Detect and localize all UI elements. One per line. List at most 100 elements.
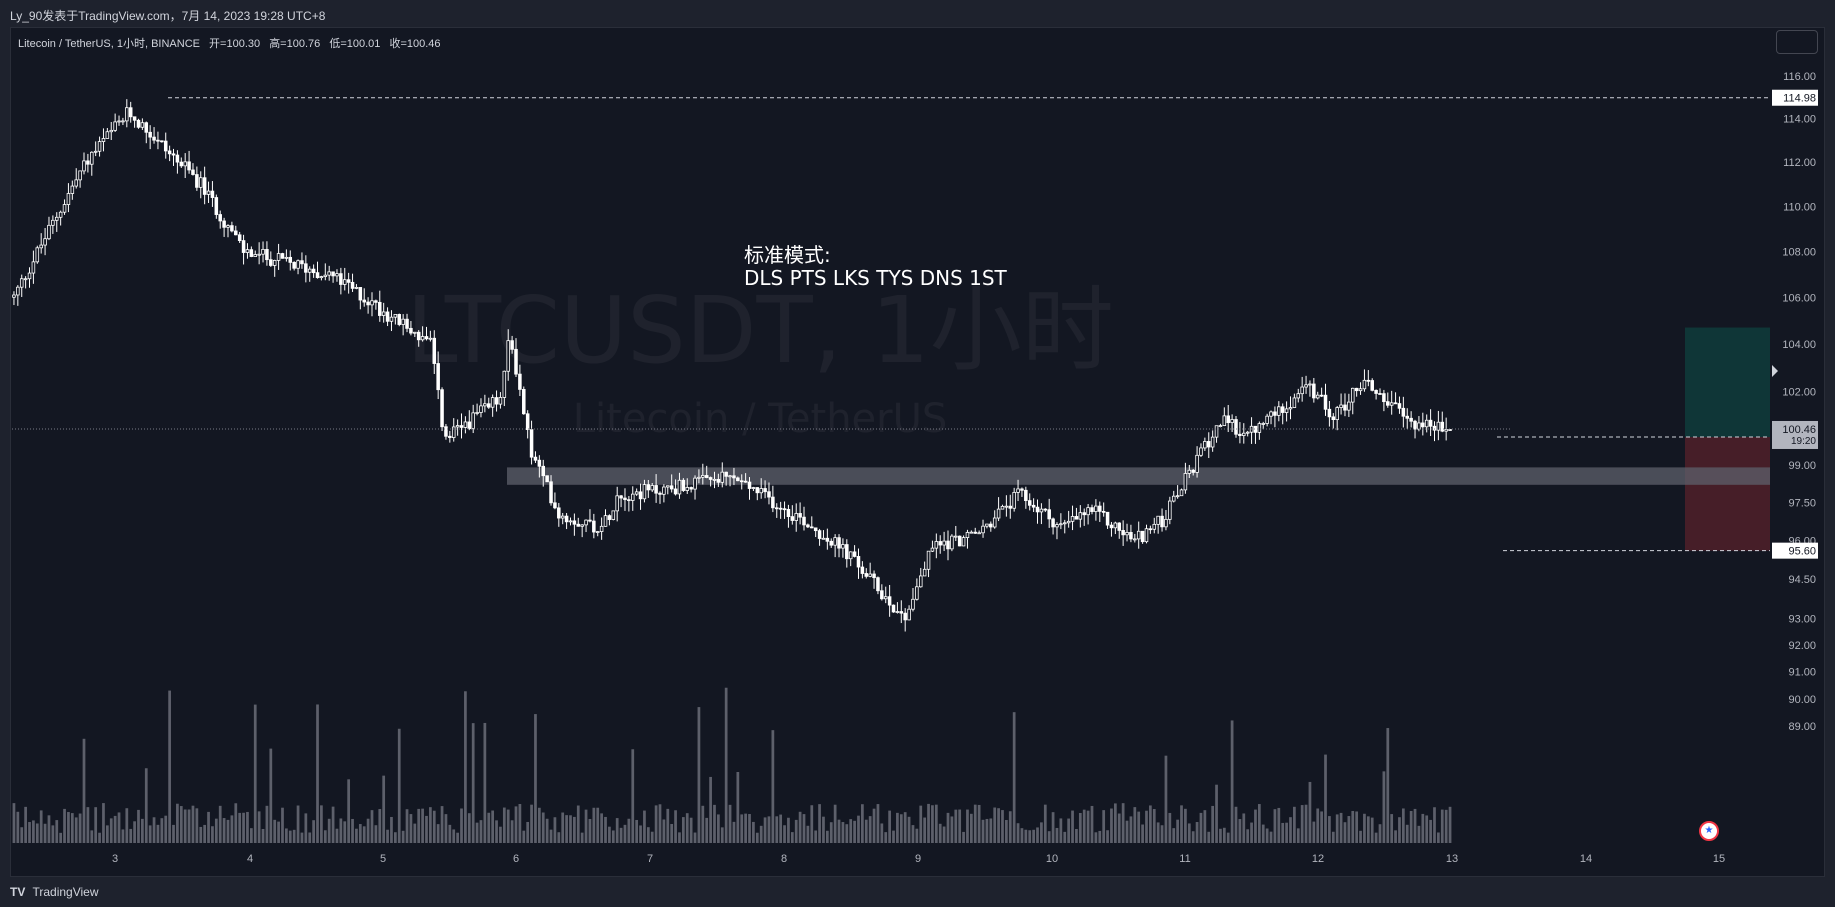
volume-bar	[689, 817, 693, 843]
volume-bar	[125, 808, 129, 843]
candle-body	[837, 537, 841, 549]
volume-bar	[958, 809, 962, 843]
candle-body	[541, 465, 546, 477]
volume-bar	[1110, 808, 1113, 843]
candle-body	[584, 519, 588, 526]
candle-body	[389, 316, 394, 322]
chart-control-box[interactable]	[1776, 30, 1818, 54]
volume-bar	[1082, 809, 1086, 843]
volume-bar	[109, 818, 113, 843]
volume-bar	[47, 815, 51, 843]
candle-body	[202, 177, 207, 195]
volume-bar	[1075, 829, 1078, 843]
candle-body	[101, 138, 106, 142]
volume-bar	[872, 808, 876, 843]
volume-bar	[534, 714, 537, 843]
volume-bar	[892, 830, 895, 843]
candle-body	[451, 426, 456, 438]
volume-bar	[771, 730, 775, 843]
volume-bar	[1086, 810, 1090, 843]
high-value: 高=100.76	[269, 38, 321, 50]
candle-body	[494, 397, 499, 405]
candle-body	[662, 486, 666, 495]
candle-body	[1179, 489, 1184, 497]
volume-bar	[1254, 809, 1257, 843]
candle-body	[658, 492, 662, 495]
volume-bar	[576, 805, 580, 843]
volume-bar	[288, 830, 292, 843]
candle-body	[895, 611, 900, 613]
volume-bar	[1226, 832, 1230, 843]
volume-bar	[179, 806, 183, 843]
volume-bar	[1211, 805, 1215, 843]
y-tick-label: 104.00	[1782, 339, 1816, 351]
candle-body	[1043, 508, 1048, 511]
candle-body	[728, 475, 732, 478]
candle-body	[1347, 401, 1351, 411]
candle-body	[1382, 393, 1386, 403]
volume-bar	[281, 807, 284, 843]
volume-bar	[362, 826, 366, 843]
volume-bar	[1063, 831, 1067, 843]
candle-body	[1070, 516, 1075, 522]
candle-body	[712, 478, 717, 481]
volume-bar	[561, 812, 565, 843]
volume-bar	[880, 823, 884, 843]
volume-bar	[211, 826, 214, 843]
volume-bar	[1293, 806, 1296, 843]
candle-body	[455, 425, 460, 428]
volume-bar	[1008, 811, 1012, 843]
candle-body	[701, 475, 705, 478]
volume-bar	[292, 829, 296, 843]
volume-bar	[1199, 812, 1203, 843]
candle-body	[1094, 505, 1098, 512]
volume-bar	[195, 808, 199, 843]
price-label: 95.60	[1788, 546, 1816, 558]
symbol-legend: Litecoin / TetherUS, 1小时, BINANCE 开=100.…	[18, 35, 447, 51]
volume-bar	[1320, 811, 1323, 843]
volume-bar	[646, 827, 650, 843]
candle-body	[74, 179, 78, 187]
y-tick-label: 97.50	[1788, 497, 1816, 509]
volume-bar	[98, 832, 101, 843]
candle-body	[109, 129, 114, 133]
volume-bar	[755, 832, 759, 843]
candle-body	[416, 331, 421, 341]
candle-body	[1051, 518, 1055, 528]
volume-bar	[833, 804, 837, 843]
candle-body	[615, 495, 619, 512]
candle-body	[502, 370, 507, 398]
candle-body	[813, 527, 818, 532]
candle-body	[1339, 404, 1343, 408]
candle-body	[1417, 422, 1421, 430]
candle-body	[848, 551, 853, 560]
volume-bar	[611, 830, 615, 843]
candle-body	[545, 475, 549, 483]
chart-pane[interactable]	[10, 27, 1825, 877]
candle-body	[1074, 516, 1079, 520]
brand[interactable]: TV TradingView	[10, 885, 99, 899]
candle-body	[607, 515, 612, 520]
candle-body	[117, 120, 121, 123]
volume-bar	[464, 691, 467, 843]
candle-body	[1323, 394, 1328, 410]
volume-bar	[915, 828, 919, 843]
volume-bar	[1230, 720, 1234, 843]
candle-body	[965, 532, 970, 538]
candle-body	[634, 491, 639, 495]
volume-bar	[549, 829, 553, 843]
candle-body	[887, 596, 892, 606]
us-flag-icon[interactable]: ★	[1699, 821, 1719, 841]
candle-body	[43, 238, 47, 246]
volume-bar	[950, 816, 954, 843]
volume-bar	[429, 807, 432, 843]
candle-body	[922, 568, 927, 577]
candle-body	[1312, 383, 1316, 399]
volume-bar	[444, 814, 448, 843]
candle-body	[498, 397, 503, 405]
volume-bar	[740, 814, 744, 843]
volume-bar	[141, 818, 144, 843]
candle-body	[307, 268, 312, 273]
volume-bar	[1261, 824, 1265, 843]
